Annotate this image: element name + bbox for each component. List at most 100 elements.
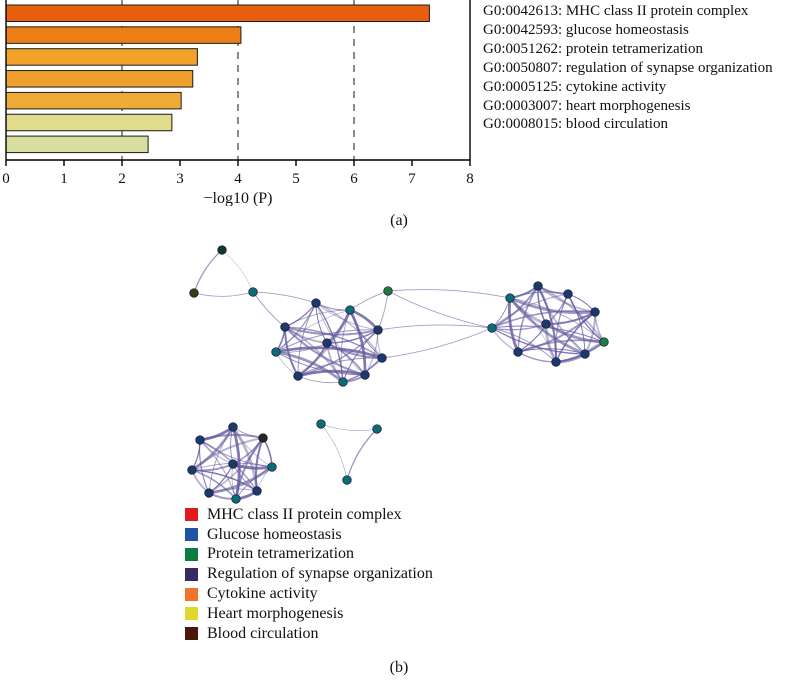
network-node: [373, 325, 383, 335]
go-term-label: G0:0051262: protein tetramerization: [483, 40, 703, 57]
network-node: [322, 338, 332, 348]
network-node: [360, 370, 370, 380]
network-node: [377, 353, 387, 363]
network-bridge-edge: [349, 290, 389, 311]
legend-label: Glucose homeostasis: [207, 525, 342, 543]
network-edge: [348, 309, 367, 376]
network-edge: [320, 423, 378, 431]
network-node: [189, 288, 199, 298]
legend-swatch: [185, 567, 198, 581]
go-term-label: G0:0008015: blood circulation: [483, 116, 668, 133]
network-node: [231, 494, 241, 504]
network-bridge-edge: [377, 324, 493, 331]
network-edge: [342, 329, 379, 383]
network-node: [513, 347, 523, 357]
network-node: [551, 357, 561, 367]
network-edge: [275, 329, 379, 353]
network-edge: [297, 369, 366, 378]
network-nodes: [187, 245, 609, 504]
network-legend: MHC class II protein complex Glucose home…: [185, 505, 433, 644]
legend-item: Heart morphogenesis: [185, 604, 433, 624]
network-node: [204, 488, 214, 498]
network-node: [563, 289, 573, 299]
network-node: [195, 435, 205, 445]
legend-swatch: [185, 627, 198, 641]
network-edge: [491, 327, 557, 363]
network-edge: [517, 339, 605, 353]
network-node: [217, 245, 227, 255]
network-edge: [517, 348, 586, 355]
x-tick-label: 6: [350, 171, 358, 187]
network-edge: [340, 309, 351, 383]
network-node: [383, 286, 393, 296]
network-bridge-edge: [252, 291, 286, 328]
network-node: [316, 419, 326, 429]
bar-chart: 0 1 2 3 4 5 6 7 8 −log10 (P): [2, 0, 474, 206]
network-bridge-edge: [377, 290, 389, 331]
network-edge: [491, 310, 596, 329]
network-node: [487, 323, 497, 333]
network-node: [533, 281, 543, 291]
network-edge: [507, 297, 520, 353]
panel-b-caption: (b): [389, 659, 409, 676]
network-bridge-edge: [252, 291, 317, 304]
network-node: [590, 307, 600, 317]
network-edge: [208, 426, 234, 494]
x-tick-label: 4: [234, 171, 242, 187]
network-edge: [346, 428, 378, 481]
network-edge: [509, 291, 569, 299]
network-bridge-edge: [381, 327, 493, 359]
network-node: [248, 287, 258, 297]
network-edge: [491, 325, 605, 343]
legend-label: Protein tetramerization: [207, 545, 355, 563]
network-edge: [275, 350, 344, 384]
network-edge: [193, 291, 254, 297]
network-node: [280, 322, 290, 332]
network-node: [252, 486, 262, 496]
bar-5: [5, 113, 173, 132]
network-edge: [275, 309, 351, 353]
network-edge: [275, 346, 383, 360]
network-node: [372, 424, 382, 434]
legend-item: MHC class II protein complex: [185, 505, 433, 525]
network-edge: [297, 357, 383, 377]
network-node: [267, 462, 277, 472]
network-node: [599, 337, 609, 347]
network-edge: [508, 297, 586, 356]
network-edge: [208, 465, 273, 495]
bar-2: [5, 48, 198, 66]
x-tick-label: 8: [466, 171, 474, 187]
legend-item: Glucose homeostasis: [185, 525, 433, 545]
x-tick-label: 1: [60, 171, 68, 187]
legend-label: Regulation of synapse organization: [207, 565, 433, 583]
x-axis-label: −log10 (P): [203, 190, 272, 206]
network-bridge-edge: [387, 289, 511, 299]
network-edge: [554, 293, 569, 363]
go-term-label: G0:0042593: glucose homeostasis: [483, 21, 689, 38]
legend-swatch: [185, 547, 198, 561]
x-tick-label: 7: [408, 171, 416, 187]
bar-6: [5, 135, 149, 154]
legend-item: Blood circulation: [185, 624, 433, 644]
network-edge: [315, 302, 328, 344]
network-edge: [284, 302, 317, 328]
bar-0: [5, 4, 430, 22]
legend-swatch: [185, 607, 198, 621]
go-term-label: G0:0005125: cytokine activity: [483, 78, 667, 95]
network-edge: [284, 326, 344, 383]
x-tick-label: 0: [2, 171, 10, 187]
network-node: [338, 377, 348, 387]
network-edge: [509, 297, 605, 343]
network-edge: [315, 302, 383, 359]
legend-item: Cytokine activity: [185, 584, 433, 604]
network-edge: [320, 423, 348, 481]
legend-item: Protein tetramerization: [185, 545, 433, 565]
go-term-label: G0:0050807: regulation of synapse organi…: [483, 59, 773, 76]
network-edge: [491, 327, 586, 355]
network-edge: [193, 249, 223, 294]
network-edge: [555, 311, 596, 363]
bar-4: [5, 91, 182, 110]
bar-1: [5, 26, 242, 44]
network-edge: [221, 249, 254, 293]
